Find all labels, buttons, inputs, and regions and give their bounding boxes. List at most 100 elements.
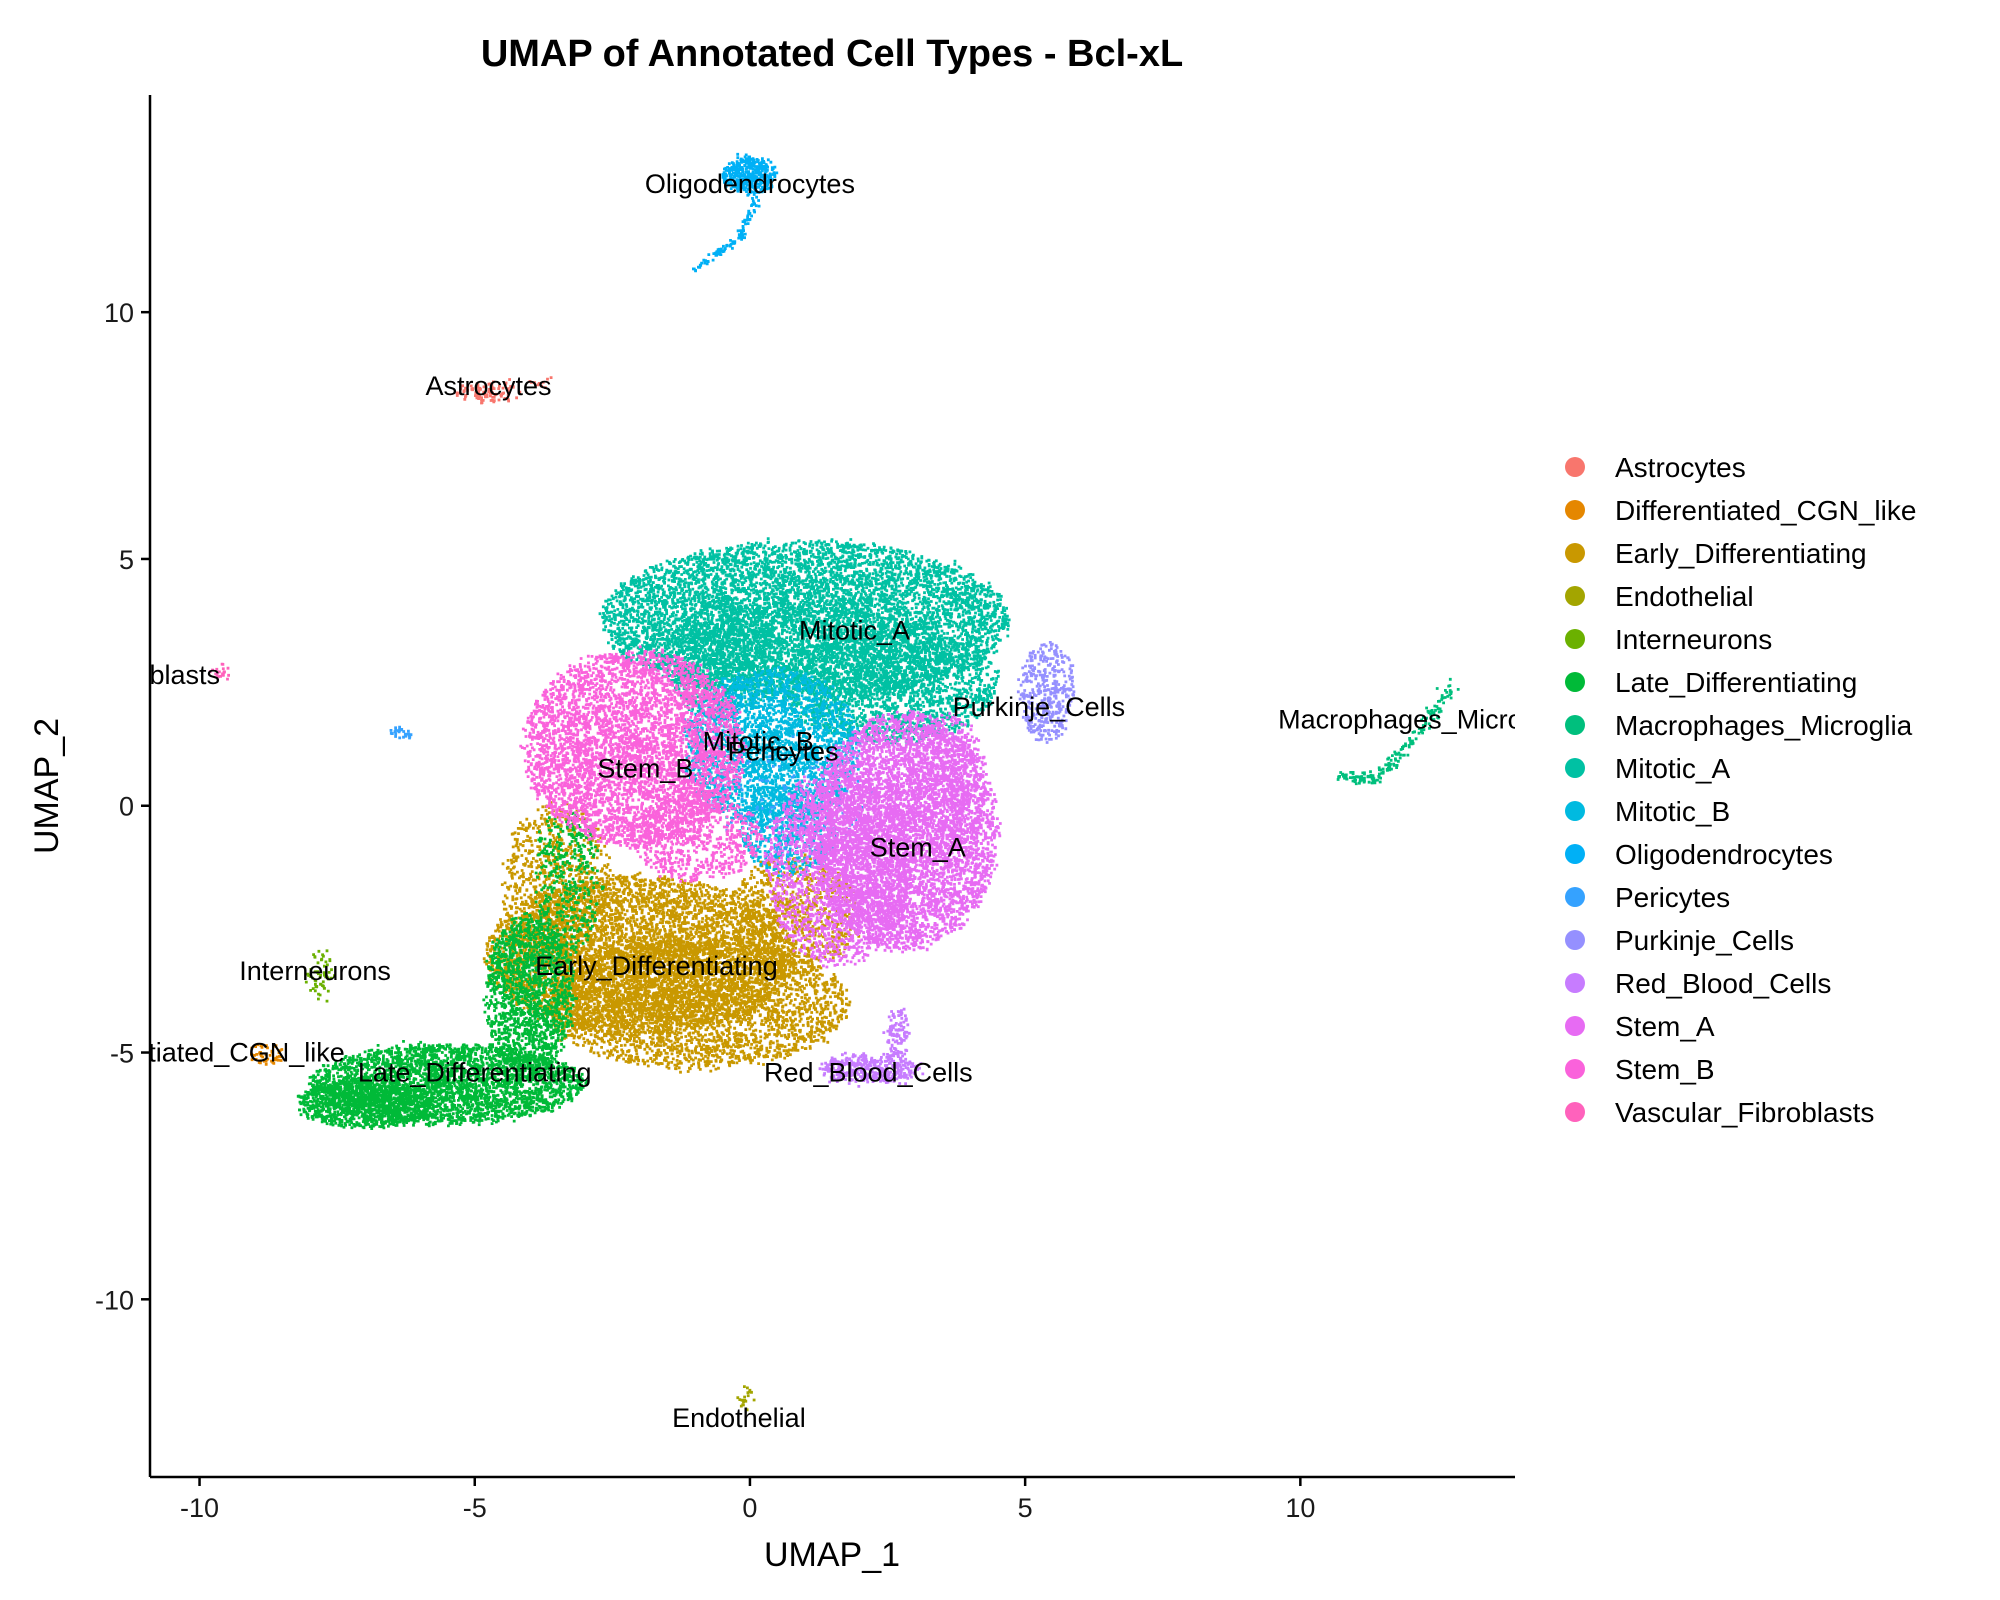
cluster-label-stem-a: Stem_A — [870, 833, 966, 863]
y-axis-ticks: -10 -5 0 5 10 — [95, 298, 150, 1315]
legend-label: Oligodendrocytes — [1615, 839, 1833, 870]
y-tick-label: 0 — [119, 792, 134, 822]
x-tick-label: -10 — [180, 1493, 219, 1523]
legend-item-mitotic-b: Mitotic_B — [1565, 796, 1730, 827]
legend-label: Purkinje_Cells — [1615, 925, 1794, 956]
legend-label: Early_Differentiating — [1615, 538, 1867, 569]
legend-item-pericytes: Pericytes — [1565, 882, 1730, 913]
series-oligodendrocytes — [692, 152, 779, 273]
cluster-label-pericytes: Pericytes — [727, 736, 838, 766]
legend-swatch — [1565, 629, 1585, 649]
series-stem-b — [519, 645, 769, 883]
cluster-label-early-differentiating: Early_Differentiating — [535, 951, 778, 981]
cluster-label-red-blood-cells: Red_Blood_Cells — [764, 1057, 973, 1087]
legend-label: Astrocytes — [1615, 452, 1746, 483]
points-early-differentiating — [482, 801, 862, 1074]
legend-swatch — [1565, 543, 1585, 563]
legend-item-oligodendrocytes: Oligodendrocytes — [1565, 839, 1833, 870]
legend-item-macrophages-microglia: Macrophages_Microglia — [1565, 710, 1913, 741]
x-axis-ticks: -10 -5 0 5 10 — [180, 1477, 1315, 1523]
y-tick-label: -5 — [110, 1039, 134, 1069]
legend-label: Vascular_Fibroblasts — [1615, 1097, 1874, 1128]
points-purkinje-cells — [1016, 641, 1076, 744]
legend-item-mitotic-a: Mitotic_A — [1565, 753, 1730, 784]
y-tick-label: -10 — [95, 1285, 134, 1315]
cluster-label-differentiated-cgn-like: Differentiated_CGN_like — [54, 1038, 345, 1068]
points-vascular-fibroblasts — [208, 662, 230, 681]
legend-item-purkinje-cells: Purkinje_Cells — [1565, 925, 1794, 956]
cluster-label-mitotic-b: Mitotic_B — [703, 727, 814, 757]
legend-label: Red_Blood_Cells — [1615, 968, 1831, 999]
chart-title: UMAP of Annotated Cell Types - Bcl-xL — [481, 33, 1183, 75]
x-axis-title: UMAP_1 — [764, 1536, 900, 1574]
legend-swatch — [1565, 1016, 1585, 1036]
legend-swatch — [1565, 973, 1585, 993]
legend-swatch — [1565, 801, 1585, 821]
points-late-differentiating — [296, 806, 605, 1130]
series-red-blood-cells — [818, 1007, 925, 1088]
legend-label: Pericytes — [1615, 882, 1730, 913]
legend: Astrocytes Differentiated_CGN_like Early_D… — [1565, 452, 1916, 1128]
legend-swatch — [1565, 887, 1585, 907]
legend-swatch — [1565, 715, 1585, 735]
points-red-blood-cells — [818, 1007, 925, 1088]
series-stem-a — [762, 709, 1002, 969]
legend-label: Late_Differentiating — [1615, 667, 1857, 698]
points-interneurons — [304, 949, 336, 1003]
legend-swatch — [1565, 672, 1585, 692]
cluster-label-oligodendrocytes: Oligodendrocytes — [645, 169, 855, 199]
legend-item-differentiated-cgn-like: Differentiated_CGN_like — [1565, 495, 1916, 526]
legend-swatch — [1565, 1059, 1585, 1079]
cluster-label-purkinje-cells: Purkinje_Cells — [953, 692, 1126, 722]
points-astrocytes — [455, 376, 553, 405]
points-layer — [208, 152, 1460, 1412]
y-axis-title: UMAP_2 — [28, 718, 66, 854]
points-differentiated-cgn-like — [250, 1043, 284, 1066]
legend-swatch — [1565, 844, 1585, 864]
legend-label: Endothelial — [1615, 581, 1754, 612]
cluster-label-endothelial: Endothelial — [672, 1403, 806, 1433]
series-astrocytes — [455, 376, 553, 405]
legend-item-early-differentiating: Early_Differentiating — [1565, 538, 1867, 569]
cluster-label-vascular-fibroblasts: Vascular_Fibroblasts — [0, 660, 220, 690]
points-stem-b — [519, 645, 769, 883]
legend-item-red-blood-cells: Red_Blood_Cells — [1565, 968, 1831, 999]
points-stem-a — [762, 709, 1002, 969]
legend-label: Macrophages_Microglia — [1615, 710, 1913, 741]
legend-swatch — [1565, 586, 1585, 606]
x-tick-label: 5 — [1018, 1493, 1033, 1523]
points-oligodendrocytes — [692, 152, 779, 273]
x-tick-label: -5 — [463, 1493, 487, 1523]
legend-label: Differentiated_CGN_like — [1615, 495, 1916, 526]
legend-swatch — [1565, 457, 1585, 477]
legend-item-stem-b: Stem_B — [1565, 1054, 1715, 1085]
y-tick-label: 10 — [104, 298, 134, 328]
series-differentiated-cgn-like — [250, 1043, 284, 1066]
legend-swatch — [1565, 1102, 1585, 1122]
cluster-label-macrophages-microglia: Macrophages_Microglia — [1278, 704, 1566, 734]
cluster-label-astrocytes: Astrocytes — [425, 371, 551, 401]
legend-swatch — [1565, 930, 1585, 950]
series-vascular-fibroblasts — [208, 662, 230, 681]
points-endothelial — [736, 1385, 756, 1412]
legend-item-astrocytes: Astrocytes — [1565, 452, 1746, 483]
legend-item-interneurons: Interneurons — [1565, 624, 1772, 655]
series-purkinje-cells — [1016, 641, 1076, 744]
cluster-label-late-differentiating: Late_Differentiating — [358, 1057, 592, 1087]
cluster-labels: Oligodendrocytes Astrocytes Mitotic_A Vascu… — [0, 169, 1566, 1433]
legend-label: Mitotic_B — [1615, 796, 1730, 827]
series-endothelial — [736, 1385, 756, 1412]
cluster-label-stem-b: Stem_B — [597, 754, 693, 784]
cluster-label-mitotic-a: Mitotic_A — [799, 616, 910, 646]
series-early-differentiating — [482, 801, 862, 1074]
legend-swatch — [1565, 758, 1585, 778]
series-interneurons — [304, 949, 336, 1003]
x-tick-label: 10 — [1285, 1493, 1315, 1523]
x-tick-label: 0 — [742, 1493, 757, 1523]
series-mitotic-a — [598, 537, 1011, 748]
legend-item-endothelial: Endothelial — [1565, 581, 1754, 612]
legend-label: Mitotic_A — [1615, 753, 1730, 784]
legend-item-stem-a: Stem_A — [1565, 1011, 1715, 1042]
y-tick-label: 5 — [119, 545, 134, 575]
